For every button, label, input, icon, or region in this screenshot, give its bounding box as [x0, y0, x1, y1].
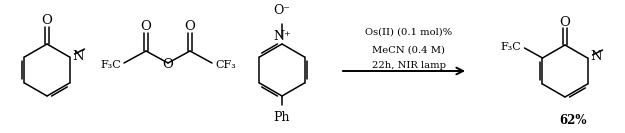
Text: MeCN (0.4 M): MeCN (0.4 M) — [372, 45, 446, 55]
Text: CF₃: CF₃ — [215, 60, 236, 70]
Text: F₃C: F₃C — [100, 60, 121, 70]
Text: O: O — [41, 14, 52, 28]
Text: 22h, NIR lamp: 22h, NIR lamp — [372, 61, 446, 70]
Text: N: N — [72, 49, 84, 63]
Text: O: O — [184, 20, 196, 34]
Text: F₃C: F₃C — [501, 42, 521, 52]
Text: Ph: Ph — [274, 111, 290, 124]
Text: N⁺: N⁺ — [273, 30, 291, 43]
Text: O: O — [162, 57, 174, 70]
Text: 62%: 62% — [559, 115, 587, 128]
Text: N: N — [591, 51, 602, 63]
Text: O: O — [559, 16, 571, 28]
Text: O: O — [141, 20, 151, 34]
Text: O⁻: O⁻ — [274, 4, 291, 17]
Text: Os(II) (0.1 mol)%: Os(II) (0.1 mol)% — [366, 28, 452, 36]
